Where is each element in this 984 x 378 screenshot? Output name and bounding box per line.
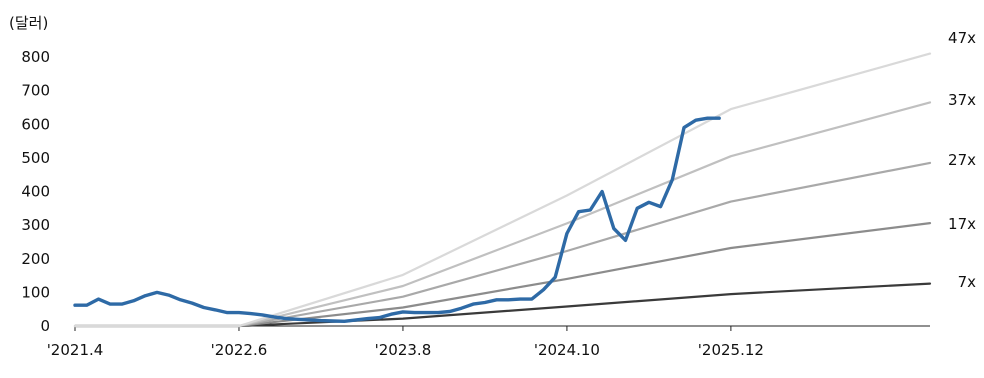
y-tick-label: 200: [21, 250, 50, 268]
y-tick-label: 600: [21, 115, 50, 133]
band-line-47x: [73, 52, 932, 328]
x-tick-label: '2022.6: [211, 341, 268, 359]
x-tick-label: '2025.12: [698, 341, 764, 359]
y-tick-label: 400: [21, 183, 50, 201]
y-tick-label: 300: [21, 216, 50, 234]
series-label-7x: 7x: [958, 273, 977, 291]
axes: 0 100 200 300 400 500 600 700 800 '2021.4 '2022.6 '…: [21, 48, 930, 359]
y-tick-label: 700: [21, 82, 50, 100]
band-line-27x: [73, 161, 932, 328]
band-line-37x: [73, 101, 932, 328]
x-tick-label: '2023.8: [375, 341, 432, 359]
series-label-27x: 27x: [948, 151, 976, 169]
price-line: [73, 116, 721, 323]
y-tick-label: 0: [40, 317, 50, 335]
y-axis-label: (달러): [9, 14, 48, 32]
y-tick-label: 800: [21, 48, 50, 66]
series-label-17x: 17x: [948, 215, 976, 233]
series-label-37x: 37x: [948, 91, 976, 109]
label-layer: 7x 17x 27x 37x 47x: [948, 29, 976, 291]
y-tick-label: 100: [21, 283, 50, 301]
series-label-47x: 47x: [948, 29, 976, 47]
y-tick-label: 500: [21, 149, 50, 167]
x-tick-label: '2024.10: [534, 341, 600, 359]
x-tick-label: '2021.4: [47, 341, 104, 359]
series-layer: [73, 52, 932, 328]
